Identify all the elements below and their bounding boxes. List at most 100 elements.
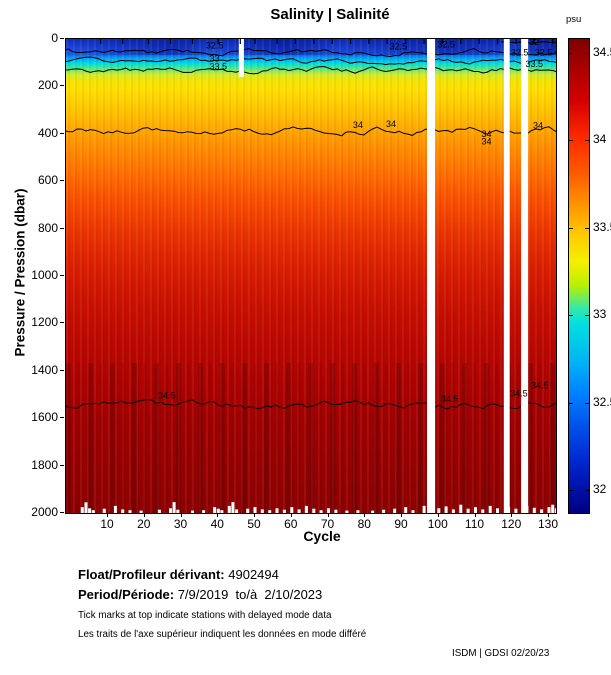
incomplete-profile-notch — [268, 510, 272, 513]
x-tick — [143, 513, 145, 517]
period-value: 7/9/2019 to/à 2/10/2023 — [174, 587, 323, 602]
colorbar — [568, 38, 590, 514]
y-tick-label: 1800 — [31, 457, 58, 472]
colorbar-tick — [585, 402, 589, 404]
incomplete-profile-notch — [507, 507, 511, 513]
x-tick-label: 60 — [284, 517, 298, 531]
contour-label-33.5-0: 33.5 — [210, 62, 228, 72]
colorbar-tick-label: 34 — [593, 132, 607, 147]
x-tick-label: 50 — [247, 517, 261, 531]
heatmap-color-field — [66, 39, 556, 513]
contour-label-34-3: 34 — [481, 136, 491, 146]
x-tick-label: 130 — [537, 517, 559, 531]
incomplete-profile-notch — [202, 510, 206, 513]
incomplete-profile-notch — [532, 507, 536, 513]
y-tick — [60, 464, 64, 466]
x-tick — [511, 513, 513, 517]
y-tick-label: 1200 — [31, 315, 58, 330]
colorbar-tick — [569, 52, 573, 54]
contour-label-32.5-0: 32.5 — [206, 41, 224, 51]
profile-column-striping — [66, 39, 556, 513]
incomplete-profile-notch — [437, 508, 441, 513]
x-tick — [290, 513, 292, 517]
y-tick — [60, 38, 64, 39]
incomplete-profile-notch — [474, 507, 477, 513]
x-tick-label: 100 — [427, 517, 448, 531]
incomplete-profile-notch — [304, 505, 308, 513]
incomplete-profile-notch — [128, 510, 132, 513]
period-line: Period/Période: 7/9/2019 to/à 2/10/2023 — [78, 587, 322, 602]
y-tick — [60, 417, 64, 419]
missing-cycle-gap-1 — [427, 39, 436, 513]
contour-label-34.5-0: 34.5 — [158, 391, 176, 401]
incomplete-profile-notch — [282, 509, 286, 513]
contour-line-32.5 — [66, 48, 556, 58]
y-tick — [60, 322, 64, 324]
missing-cycle-gap-0 — [238, 39, 244, 77]
x-tick — [474, 513, 476, 517]
incomplete-profile-notch — [444, 506, 448, 513]
colorbar-tick — [585, 140, 589, 142]
x-axis-title: Cycle — [303, 528, 341, 544]
incomplete-profile-notch — [172, 502, 176, 513]
y-axis-title: Pressure / Pression (dbar) — [12, 188, 28, 357]
y-tick — [60, 132, 64, 134]
contour-label-32.5-2: 32.5 — [437, 40, 455, 50]
x-tick — [548, 513, 549, 517]
incomplete-profile-notch — [297, 509, 301, 513]
incomplete-profile-notch — [176, 509, 180, 513]
incomplete-profile-notch — [275, 508, 279, 513]
y-tick — [60, 180, 64, 182]
x-tick — [401, 513, 402, 517]
x-tick-label: 40 — [210, 517, 224, 531]
y-tick-label: 1600 — [31, 410, 58, 425]
contour-label-33-0: 33 — [210, 53, 220, 63]
contour-label-34.5-1: 34.5 — [441, 394, 459, 404]
deep-layer-patches — [66, 363, 556, 513]
incomplete-profile-notch — [113, 505, 117, 513]
x-tick — [180, 513, 182, 517]
contour-label-32.5-4: 32.5 — [535, 47, 553, 57]
y-tick-label: 0 — [51, 31, 58, 45]
y-tick-label: 1000 — [31, 268, 58, 282]
contour-label-34-1: 34 — [386, 119, 396, 129]
colorbar-tick-label: 33.5 — [593, 219, 611, 234]
contour-label-32.5-3: 32.5 — [511, 48, 529, 58]
incomplete-profile-notch — [540, 509, 544, 513]
incomplete-profile-notch — [466, 508, 470, 513]
x-tick — [364, 513, 366, 517]
incomplete-profile-notch — [422, 505, 426, 513]
missing-cycle-gap-2 — [503, 39, 510, 513]
x-tick — [254, 513, 255, 517]
x-tick-label: 110 — [464, 517, 485, 531]
incomplete-profile-notch — [404, 507, 408, 513]
x-tick-label: 10 — [100, 517, 114, 531]
incomplete-profile-notch — [488, 505, 492, 513]
incomplete-profile-notch — [213, 507, 217, 513]
incomplete-profile-notch — [91, 510, 95, 513]
contour-label-34-4: 34 — [533, 121, 543, 131]
incomplete-profile-notch — [327, 508, 330, 513]
incomplete-profile-notch — [121, 509, 125, 513]
incomplete-profile-notch — [356, 510, 360, 513]
incomplete-profile-notch — [319, 510, 323, 513]
incomplete-profile-notch — [157, 509, 161, 513]
incomplete-profile-notch — [554, 508, 556, 513]
incomplete-profile-notch — [260, 509, 264, 513]
incomplete-profile-notch — [102, 508, 106, 513]
x-tick-label: 90 — [394, 517, 408, 531]
incomplete-profile-notch — [290, 507, 294, 513]
incomplete-profile-notch — [451, 509, 455, 513]
incomplete-profile-notch — [191, 510, 194, 513]
missing-cycle-gap-3 — [521, 39, 529, 513]
float-id-label: Float/Profileur dérivant: — [78, 567, 225, 582]
colorbar-tick — [585, 227, 589, 229]
y-tick — [60, 512, 64, 513]
incomplete-profile-notch — [525, 505, 529, 513]
y-tick — [60, 85, 64, 87]
colorbar-tick — [569, 140, 573, 142]
issuer-stamp: ISDM | GDSI 02/20/23 — [452, 648, 550, 659]
y-tick-label: 600 — [37, 173, 58, 188]
colorbar-tick — [569, 315, 573, 317]
